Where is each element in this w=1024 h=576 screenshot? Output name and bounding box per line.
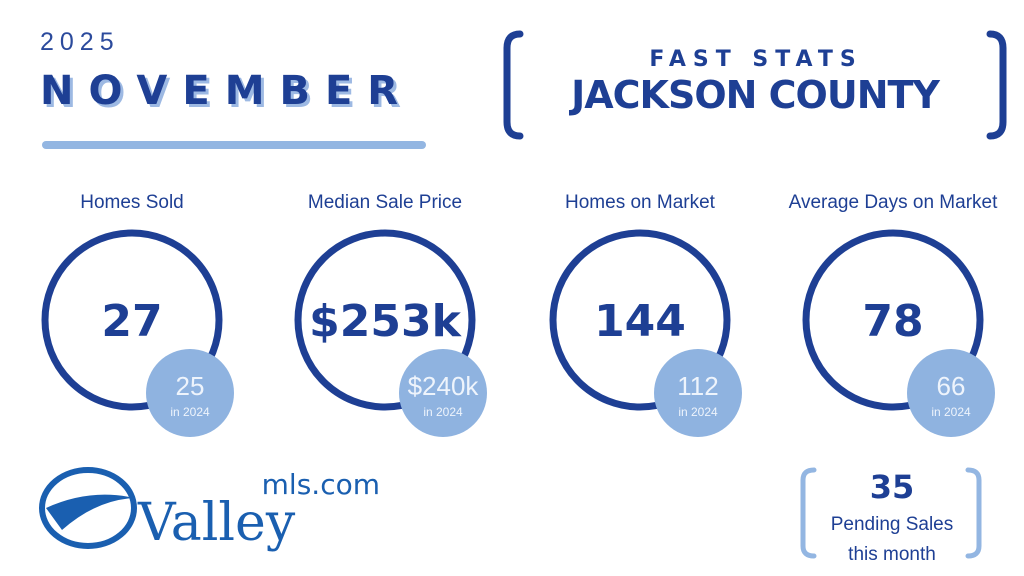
logo-swoosh [46, 494, 134, 530]
prior-value: 66 [937, 371, 966, 401]
bracket-left [503, 30, 524, 140]
prior-label: in 2024 [931, 405, 971, 419]
prior-badge [146, 349, 234, 437]
prior-value: $240k [408, 371, 480, 401]
pending-bracket-right [965, 467, 982, 559]
month-shadow: NOVEMBER [43, 71, 416, 117]
prior-badge [907, 349, 995, 437]
stat-ring [549, 229, 731, 411]
stat-ring [41, 229, 223, 411]
county: JACKSON COUNTY [568, 73, 940, 117]
prior-badge [654, 349, 742, 437]
stats: Homes Sold 27 25 in 2024 Median Sale Price $2… [41, 192, 998, 437]
pending-label: this month [848, 544, 936, 565]
pending-bracket-left [800, 467, 817, 559]
year: 2025 [40, 28, 120, 56]
prior-badge [399, 349, 487, 437]
stat-value: 144 [594, 296, 686, 347]
stat-value: 78 [862, 296, 923, 347]
prior-value: 112 [677, 371, 718, 401]
stat-ring [802, 229, 984, 411]
kicker: FAST STATS [649, 47, 862, 72]
prior-label: in 2024 [170, 405, 210, 419]
pending-label: Pending Sales [831, 514, 954, 535]
pending-value: 35 [870, 468, 915, 506]
logo-name: Valley [137, 493, 296, 553]
stat-label: Median Sale Price [308, 192, 462, 213]
stat-value: 27 [101, 296, 162, 347]
logo-domain: mls.com [262, 468, 380, 501]
month: NOVEMBER [40, 68, 413, 114]
stat-ring [294, 229, 476, 411]
prior-label: in 2024 [423, 405, 463, 419]
logo-ring [39, 467, 137, 549]
stat-label: Average Days on Market [789, 192, 998, 213]
stat-label: Homes on Market [565, 192, 716, 213]
prior-label: in 2024 [678, 405, 718, 419]
stat-value: $253k [309, 296, 462, 347]
stat-label: Homes Sold [80, 192, 184, 213]
logo: Valley mls.com [39, 467, 380, 553]
prior-value: 25 [176, 371, 205, 401]
bracket-right [986, 30, 1007, 140]
